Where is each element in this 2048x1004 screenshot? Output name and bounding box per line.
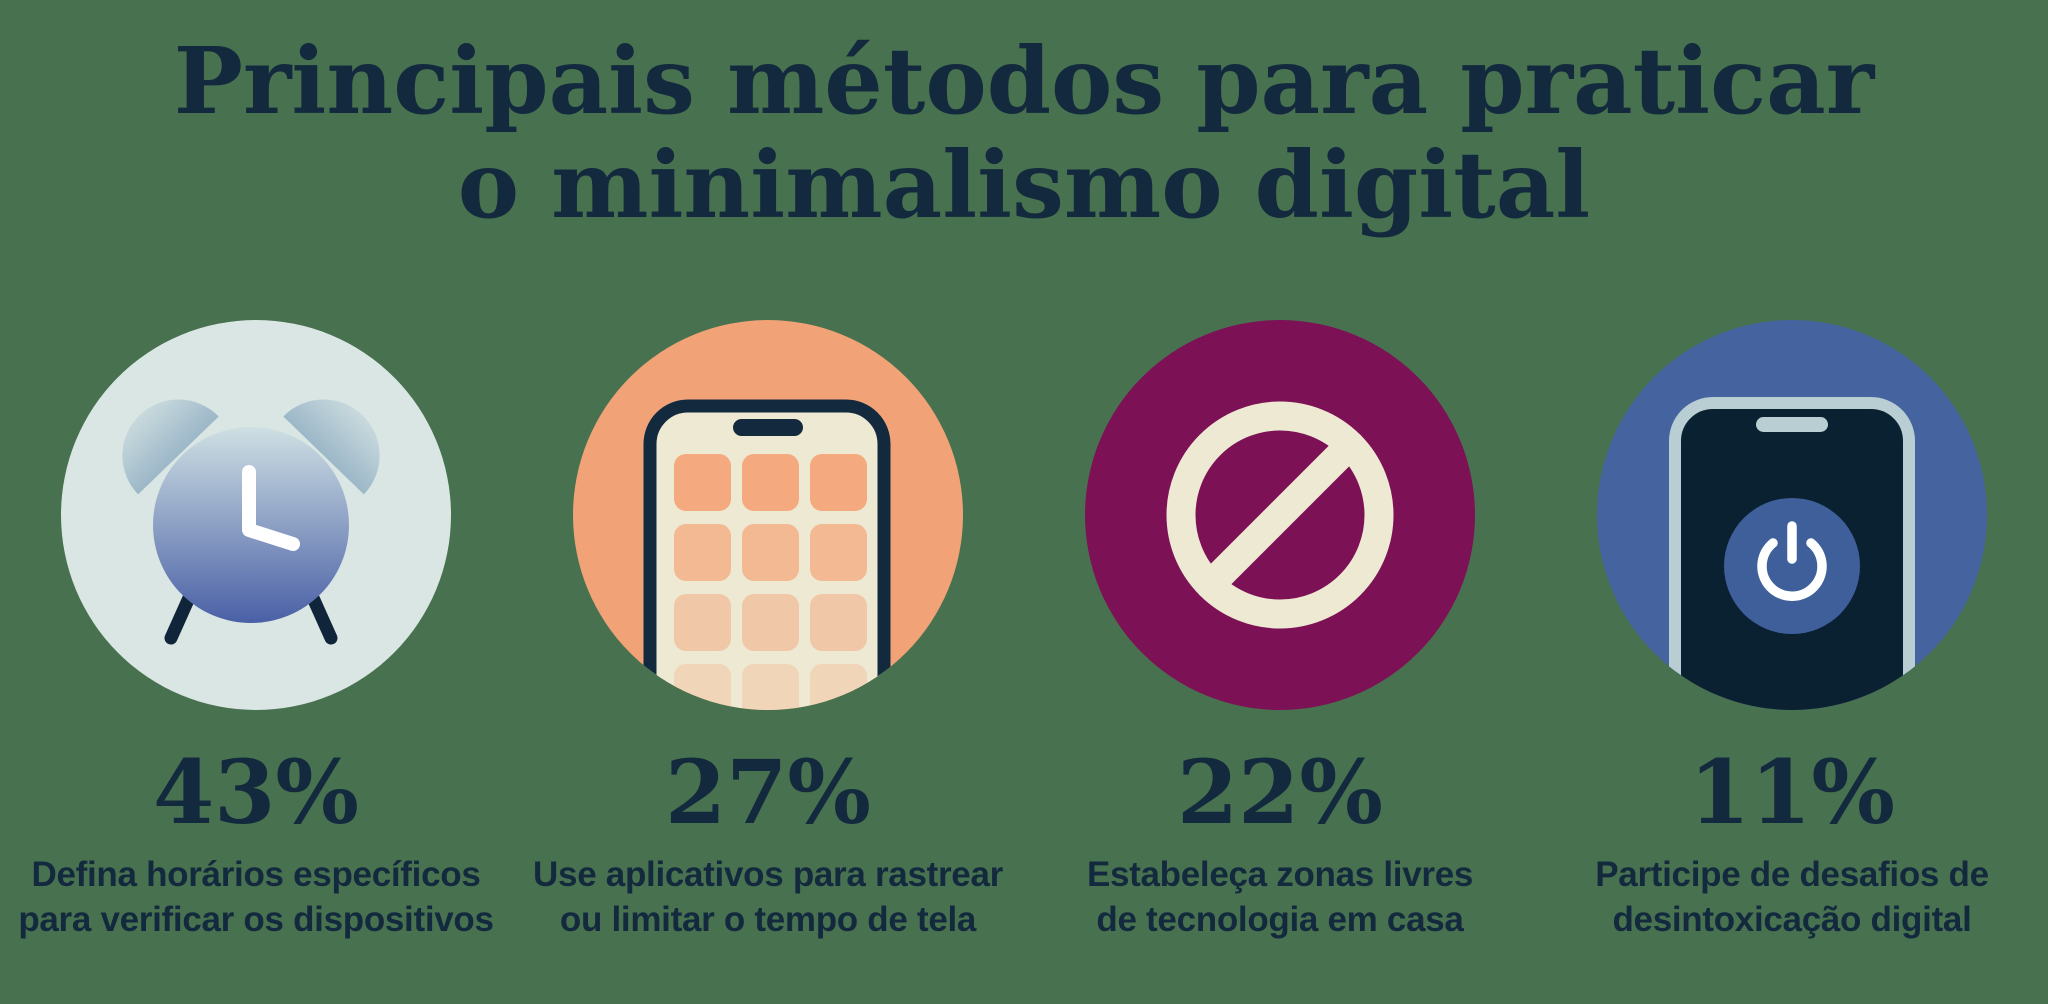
method-digital-detox: 11% Participe de desafios de desintoxica… [1536,319,2048,943]
method-screen-time-apps: 27% Use aplicativos para rastrear ou lim… [512,319,1024,943]
percent-value: 43% [152,739,360,844]
app-grid [674,453,867,710]
prohibition-slash [1195,430,1365,600]
method-tech-free-zones: 22% Estabeleça zonas livres de tecnologi… [1024,319,1536,943]
description-line-2: para verificar os dispositivos [18,900,494,940]
alarm-clock-icon [61,319,451,710]
clock-hands [242,464,300,551]
page-title: Principais métodos para praticar o minim… [0,0,2048,238]
phone-speaker [733,418,803,436]
description-line-2: ou limitar o tempo de tela [559,900,977,940]
methods-row: 43% Defina horários específicos para ver… [0,319,2048,943]
alarm-bell-right [283,399,380,495]
phone-speaker [1756,416,1828,432]
prohibition-ring [1166,401,1394,629]
method-description: Defina horários específicos para verific… [18,852,494,943]
description-line-1: Use aplicativos para rastrear [533,854,1003,894]
power-button [1724,497,1860,634]
power-icon [1757,521,1827,601]
phone-apps-icon [573,319,963,710]
description-line-1: Defina horários específicos [31,854,481,894]
method-description: Use aplicativos para rastrear ou limitar… [533,852,1003,943]
method-specific-times: 43% Defina horários específicos para ver… [0,319,512,943]
method-description: Participe de desafios de desintoxicação … [1595,852,1989,943]
method-description: Estabeleça zonas livres de tecnologia em… [1087,852,1473,943]
description-line-1: Estabeleça zonas livres [1086,854,1474,894]
percent-value: 22% [1176,739,1384,844]
percent-value: 27% [664,739,872,844]
description-line-2: desintoxicação digital [1612,900,1972,940]
title-line-1: Principais métodos para praticar [173,27,1875,135]
title-line-2: o minimalismo digital [457,130,1591,239]
description-line-2: de tecnologia em casa [1096,900,1464,940]
description-line-1: Participe de desafios de [1595,854,1989,894]
phone-power-icon [1597,319,1987,710]
alarm-bell-left [122,399,219,495]
prohibition-icon [1085,319,1475,710]
percent-value: 11% [1688,739,1896,844]
